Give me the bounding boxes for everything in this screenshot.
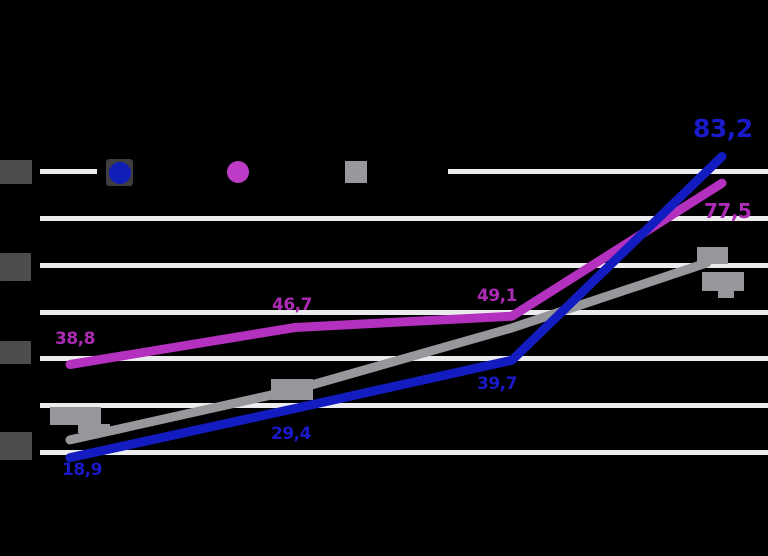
gray-label-redacted-p4b xyxy=(702,272,744,291)
gray-label-redacted-p2 xyxy=(271,379,313,400)
data-label-magenta-2: 46,7 xyxy=(272,295,312,315)
gray-label-redacted-p1 xyxy=(50,407,101,425)
legend-marker-gray-square-icon[interactable] xyxy=(345,161,367,183)
y-tick-redacted-40 xyxy=(0,341,31,364)
data-label-magenta-3: 49,1 xyxy=(477,286,517,306)
data-label-blue-4: 83,2 xyxy=(693,114,753,143)
y-tick-redacted-20 xyxy=(0,432,32,460)
data-label-magenta-4: 77,5 xyxy=(704,199,752,223)
line-gray-series xyxy=(65,258,712,445)
data-label-blue-1: 18,9 xyxy=(62,460,102,480)
line-blue-series xyxy=(65,152,727,463)
y-tick-redacted-80 xyxy=(0,160,32,184)
gray-label-redacted-p4a xyxy=(697,247,728,264)
legend xyxy=(97,150,448,194)
legend-marker-blue-circle-icon[interactable] xyxy=(109,162,131,184)
y-tick-redacted-60 xyxy=(0,253,31,281)
gray-label-redacted-p4c xyxy=(718,290,734,298)
gray-label-redacted-p1b xyxy=(78,424,110,433)
legend-marker-magenta-circle-icon[interactable] xyxy=(227,161,249,183)
gridline-60 xyxy=(40,263,768,268)
gridline-70 xyxy=(40,216,768,221)
gridline-50 xyxy=(40,310,768,315)
data-label-blue-2: 29,4 xyxy=(271,424,311,444)
gridline-20 xyxy=(40,450,768,455)
data-label-magenta-1: 38,8 xyxy=(55,329,95,349)
line-magenta-series xyxy=(65,178,727,369)
data-label-blue-3: 39,7 xyxy=(477,374,517,394)
gridline-30 xyxy=(40,403,768,408)
